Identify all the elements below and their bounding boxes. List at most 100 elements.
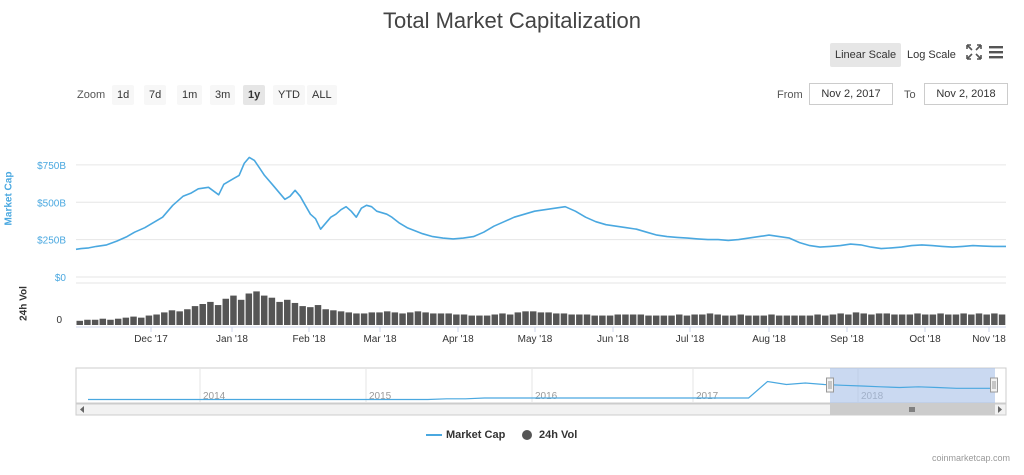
volume-bar	[284, 299, 291, 325]
legend-dot-icon	[522, 430, 532, 440]
credits-link[interactable]: coinmarketcap.com	[931, 453, 1010, 463]
scroll-left-arrow-icon[interactable]	[80, 406, 84, 413]
grid-lines	[76, 164, 1006, 284]
volume-bar	[314, 305, 322, 325]
volume-bar	[868, 314, 875, 325]
legend-market-cap-label: Market Cap	[446, 429, 506, 441]
volume-bar	[645, 315, 652, 325]
market-cap-line	[75, 156, 1006, 251]
volume-bar	[337, 311, 345, 325]
zoom-all-button[interactable]: ALL	[307, 85, 337, 105]
volume-bar	[860, 313, 867, 325]
volume-bar	[322, 309, 329, 325]
volume-bar	[330, 310, 337, 325]
volume-bar	[422, 312, 429, 325]
x-tick-label: Sep '18	[830, 334, 864, 345]
volume-bar	[760, 315, 768, 325]
volume-bar	[376, 312, 383, 325]
volume-bar	[576, 314, 583, 325]
volume-bar	[691, 314, 698, 325]
volume-bar	[161, 312, 168, 325]
hamburger-menu-icon[interactable]	[986, 44, 1006, 64]
volume-bar	[491, 314, 499, 325]
fullscreen-icon[interactable]	[964, 44, 984, 64]
zoom-3m-button[interactable]: 3m	[210, 85, 236, 105]
to-date-input[interactable]: Nov 2, 2018	[924, 83, 1008, 105]
volume-bar	[991, 313, 998, 325]
chart-title: Total Market Capitalization	[382, 8, 641, 33]
volume-bar	[968, 314, 975, 325]
volume-bar	[722, 315, 729, 325]
volume-bar	[814, 314, 821, 325]
volume-bar	[729, 315, 737, 325]
volume-bar	[368, 312, 376, 325]
volume-bar	[676, 314, 683, 325]
volume-bar	[806, 315, 814, 325]
volume-bar	[84, 319, 91, 325]
volume-bar	[483, 315, 491, 325]
volume-bar	[891, 314, 898, 325]
navigator-year-label: 2015	[369, 391, 392, 402]
volume-bar	[199, 304, 206, 325]
volume-bar	[268, 297, 276, 325]
volume-bar	[668, 315, 675, 325]
volume-bar	[291, 302, 299, 325]
volume-bar	[91, 319, 99, 325]
navigator-year-label: 2014	[203, 391, 226, 402]
x-tick-label: Dec '17	[134, 334, 168, 345]
volume-bar	[476, 315, 483, 325]
volume-bar	[852, 312, 860, 325]
x-tick-label: Aug '18	[752, 334, 786, 345]
y-tick-label: $0	[55, 273, 67, 284]
y-tick-label: $250B	[37, 236, 66, 247]
log-scale-button[interactable]: Log Scale	[907, 49, 956, 61]
navigator-scrollbar[interactable]	[75, 403, 1007, 416]
scroll-right-arrow-icon[interactable]	[998, 406, 1002, 413]
volume-bar	[214, 305, 222, 325]
volume-bar	[822, 315, 829, 325]
volume-bar	[737, 314, 744, 325]
volume-bar	[360, 313, 368, 325]
volume-bar	[453, 314, 460, 325]
volume-bar	[253, 291, 260, 325]
volume-bar	[184, 309, 191, 325]
linear-scale-button[interactable]: Linear Scale	[830, 43, 902, 67]
volume-bar	[875, 313, 883, 325]
legend-volume-label: 24h Vol	[539, 429, 578, 441]
volume-bar	[107, 319, 114, 325]
x-tick-label: Oct '18	[909, 334, 941, 345]
volume-bar	[553, 313, 560, 325]
navigator-left-handle[interactable]	[826, 377, 834, 393]
zoom-ytd-button[interactable]: YTD	[273, 85, 305, 105]
volume-bar	[683, 315, 691, 325]
navigator-right-handle[interactable]	[990, 377, 998, 393]
volume-bar	[514, 312, 522, 325]
navigator[interactable]: 20142015201620172018	[75, 367, 1007, 416]
volume-bar	[299, 306, 306, 325]
volume-bar	[568, 314, 575, 325]
volume-bar	[975, 313, 983, 325]
y-tick-label: $500B	[37, 198, 66, 209]
legend-market-cap[interactable]: Market Cap	[426, 429, 505, 441]
volume-bar	[145, 315, 153, 325]
zoom-1m-button[interactable]: 1m	[177, 85, 203, 105]
volume-bar	[560, 313, 568, 325]
x-tick-label: Mar '18	[363, 334, 396, 345]
volume-bar	[829, 314, 837, 325]
volume-bar	[406, 312, 414, 325]
volume-bar	[176, 311, 183, 325]
navigator-line	[88, 380, 994, 401]
volume-bar	[998, 314, 1006, 325]
legend-volume[interactable]: 24h Vol	[521, 429, 577, 441]
zoom-1d-button[interactable]: 1d	[112, 85, 135, 105]
volume-bar	[537, 312, 545, 325]
volume-bar	[699, 314, 706, 325]
zoom-1y-button[interactable]: 1y	[243, 85, 266, 105]
y-tick-label: $750B	[37, 161, 66, 172]
volume-bar	[952, 314, 960, 325]
volume-bar	[391, 312, 399, 325]
from-date-input[interactable]: Nov 2, 2017	[809, 83, 893, 105]
volume-bar	[130, 316, 137, 325]
zoom-7d-button[interactable]: 7d	[144, 85, 167, 105]
